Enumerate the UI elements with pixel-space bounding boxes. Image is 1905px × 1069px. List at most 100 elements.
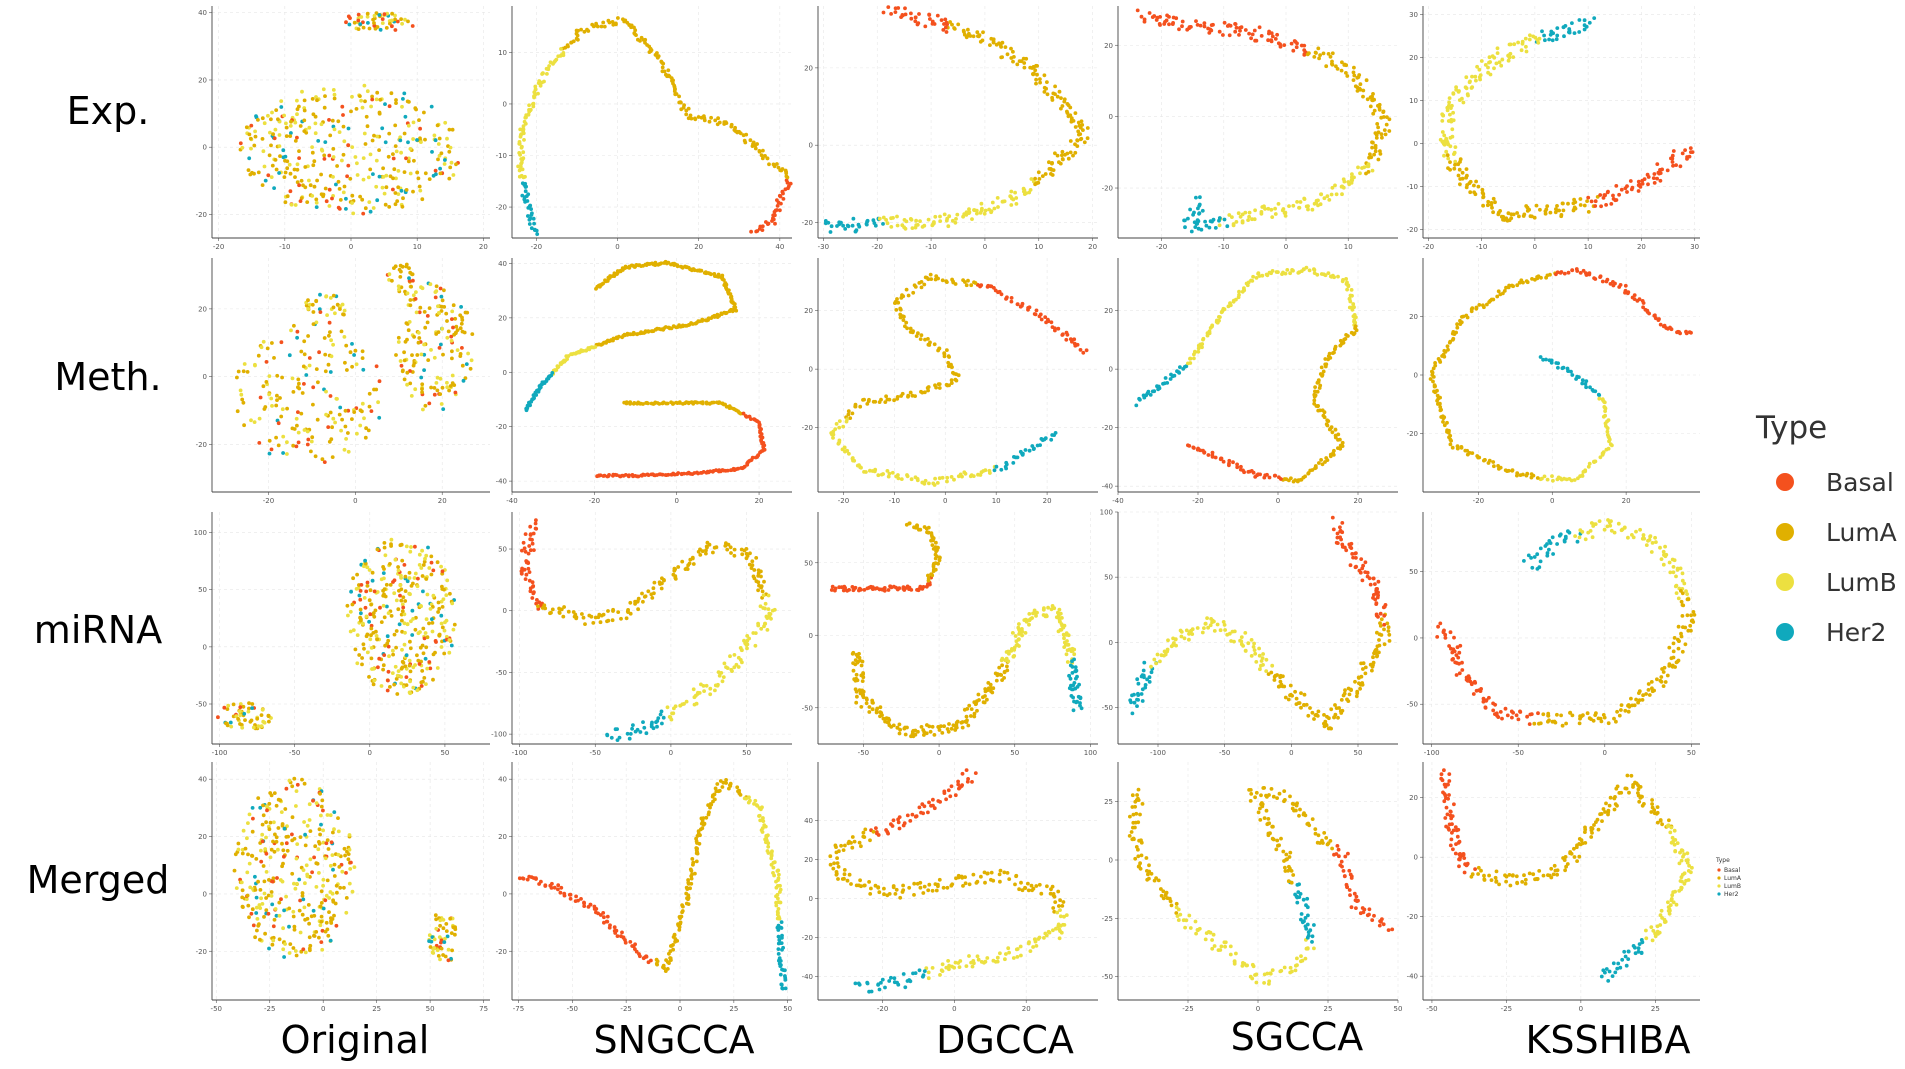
point-her2 xyxy=(1079,706,1084,711)
point-her2 xyxy=(1584,385,1588,390)
point-lumb xyxy=(455,348,460,352)
point-luma xyxy=(417,336,422,340)
point-lumb xyxy=(439,645,444,649)
point-lumb xyxy=(885,221,890,226)
point-lumb xyxy=(408,147,413,151)
point-basal xyxy=(1604,203,1608,207)
point-luma xyxy=(370,94,374,99)
point-luma xyxy=(1369,155,1374,160)
point-lumb xyxy=(397,287,401,292)
point-luma xyxy=(624,401,629,406)
point-her2 xyxy=(430,617,434,621)
point-luma xyxy=(447,149,452,154)
point-basal xyxy=(238,141,243,146)
point-luma xyxy=(235,409,240,414)
point-lumb xyxy=(910,226,915,231)
point-lumb xyxy=(1555,477,1560,482)
point-luma xyxy=(590,22,595,27)
point-lumb xyxy=(715,683,720,688)
x-tick-label: -20 xyxy=(531,243,542,251)
point-basal xyxy=(788,181,793,186)
point-lumb xyxy=(396,169,401,173)
point-luma xyxy=(767,162,771,167)
point-luma xyxy=(904,287,909,292)
point-lumb xyxy=(1217,223,1222,228)
point-luma xyxy=(323,186,328,191)
point-lumb xyxy=(398,583,403,588)
point-luma xyxy=(1314,51,1318,55)
point-luma xyxy=(267,438,272,443)
point-basal xyxy=(1562,271,1567,276)
point-luma xyxy=(404,683,409,687)
point-luma xyxy=(1376,125,1380,130)
point-luma xyxy=(253,134,258,139)
point-luma xyxy=(1060,153,1064,158)
point-lumb xyxy=(267,374,272,378)
point-luma xyxy=(1454,330,1458,335)
point-luma xyxy=(1585,199,1589,204)
point-basal xyxy=(605,474,610,479)
point-basal xyxy=(1237,33,1241,37)
point-luma xyxy=(367,598,372,603)
point-luma xyxy=(1463,448,1468,453)
point-lumb xyxy=(584,348,588,353)
point-luma xyxy=(1521,280,1525,285)
point-basal xyxy=(1587,271,1592,276)
point-lumb xyxy=(1314,198,1319,203)
point-luma xyxy=(908,326,913,331)
point-her2 xyxy=(1555,26,1560,30)
point-lumb xyxy=(877,216,882,221)
point-basal xyxy=(1015,302,1020,307)
point-basal xyxy=(1044,320,1048,325)
point-luma xyxy=(1345,74,1350,78)
point-luma xyxy=(1306,471,1311,476)
point-luma xyxy=(913,285,918,289)
point-luma xyxy=(310,435,315,440)
point-lumb xyxy=(1017,644,1021,648)
point-lumb xyxy=(1520,39,1525,44)
point-her2 xyxy=(1074,676,1078,681)
point-lumb xyxy=(300,89,304,94)
col-label-original: Original xyxy=(281,1018,430,1062)
y-tick-label: -20 xyxy=(1102,185,1113,193)
point-her2 xyxy=(317,307,322,311)
point-her2 xyxy=(865,218,870,223)
point-her2 xyxy=(439,342,443,347)
point-luma xyxy=(646,589,651,594)
point-luma xyxy=(1561,201,1565,206)
point-basal xyxy=(913,19,918,24)
point-luma xyxy=(348,176,353,181)
point-her2 xyxy=(358,22,363,26)
point-basal xyxy=(1637,297,1642,302)
point-basal xyxy=(279,340,284,345)
point-lumb xyxy=(1342,179,1347,184)
point-lumb xyxy=(1350,307,1355,312)
point-luma xyxy=(969,283,974,288)
point-luma xyxy=(1333,347,1337,352)
point-lumb xyxy=(1474,78,1478,83)
point-lumb xyxy=(331,416,336,421)
point-luma xyxy=(1036,170,1041,175)
point-lumb xyxy=(1065,660,1070,664)
point-luma xyxy=(421,651,426,656)
point-lumb xyxy=(355,161,359,166)
point-basal xyxy=(1584,271,1588,276)
point-lumb xyxy=(519,157,524,161)
point-luma xyxy=(275,398,279,402)
point-basal xyxy=(358,597,363,602)
point-lumb xyxy=(1260,205,1265,209)
point-luma xyxy=(343,408,348,413)
point-lumb xyxy=(355,431,359,436)
point-luma xyxy=(285,194,290,199)
point-luma xyxy=(392,632,397,637)
point-lumb xyxy=(351,211,356,216)
point-luma xyxy=(923,275,928,280)
point-luma xyxy=(700,401,705,406)
point-luma xyxy=(860,693,865,698)
point-lumb xyxy=(899,477,904,481)
point-luma xyxy=(870,707,875,712)
point-lumb xyxy=(740,648,744,653)
point-lumb xyxy=(1009,195,1013,199)
point-her2 xyxy=(605,732,609,737)
point-luma xyxy=(450,127,455,132)
